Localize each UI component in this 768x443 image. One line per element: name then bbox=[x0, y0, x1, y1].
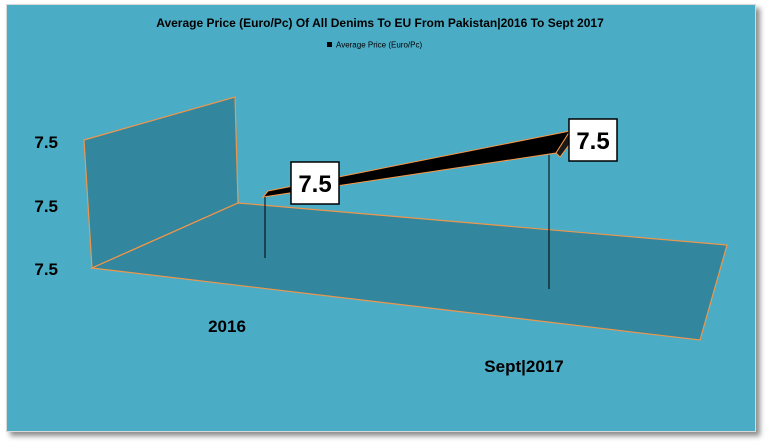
data-label-box bbox=[290, 161, 340, 205]
y-tick-label: 7.5 bbox=[34, 260, 58, 279]
x-category-label: 2016 bbox=[208, 317, 246, 336]
legend-entry: Average Price (Euro/Pc) bbox=[336, 41, 422, 50]
x-category-label: Sept|2017 bbox=[484, 357, 563, 376]
y-axis: 7.5 7.5 7.5 bbox=[34, 133, 58, 279]
data-label-box bbox=[568, 118, 618, 162]
y-tick-label: 7.5 bbox=[34, 197, 58, 216]
legend: Average Price (Euro/Pc) bbox=[327, 41, 422, 50]
data-label: 7.5 bbox=[576, 128, 609, 155]
floor-plane bbox=[89, 202, 728, 341]
chart-title: Average Price (Euro/Pc) Of All Denims To… bbox=[156, 16, 604, 30]
y-tick-label: 7.5 bbox=[34, 133, 58, 152]
data-label: 7.5 bbox=[298, 171, 331, 198]
legend-swatch bbox=[327, 42, 332, 47]
data-label-group: 7.5 bbox=[568, 118, 618, 162]
data-label-group: 7.5 bbox=[290, 161, 340, 205]
